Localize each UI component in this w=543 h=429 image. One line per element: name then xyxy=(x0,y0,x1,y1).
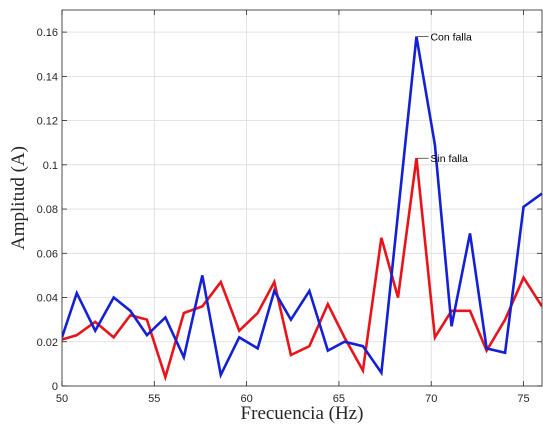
grid-lines xyxy=(61,10,542,387)
y-tick-label: 0 xyxy=(52,381,58,393)
y-tick-label: 0.04 xyxy=(37,293,58,305)
plot-frame xyxy=(61,9,543,387)
x-axis-title: Frecuencia (Hz) xyxy=(241,403,364,424)
y-tick-label: 0.02 xyxy=(37,337,58,349)
x-tick-label: 75 xyxy=(517,393,529,405)
series-layer xyxy=(62,36,542,382)
y-tick-label: 0.14 xyxy=(37,71,58,83)
x-tick-label: 55 xyxy=(148,393,160,405)
x-tick-label: 50 xyxy=(56,393,68,405)
y-axis: 0 0.02 0.04 0.06 0.08 0.1 0.12 0.14 0.16 xyxy=(37,27,542,393)
x-tick-label: 65 xyxy=(333,393,345,405)
annotation-label: Con falla xyxy=(430,32,472,44)
x-tick-label: 60 xyxy=(240,393,252,405)
y-tick-label: 0.1 xyxy=(43,160,58,172)
x-axis: 50 55 60 65 70 75 xyxy=(56,10,530,405)
series-line-sin-falla xyxy=(62,158,542,382)
y-tick-label: 0.12 xyxy=(37,116,58,128)
plot-area xyxy=(62,10,542,386)
annotation-label: Sin falla xyxy=(430,153,468,165)
series-line-con-falla xyxy=(62,36,542,380)
y-tick-label: 0.16 xyxy=(37,27,58,39)
annotation-layer: Con falla Sin falla xyxy=(417,32,472,165)
y-tick-label: 0.08 xyxy=(37,204,58,216)
y-tick-label: 0.06 xyxy=(37,248,58,260)
y-axis-title: Amplitud (A) xyxy=(8,146,29,250)
x-tick-label: 70 xyxy=(425,393,437,405)
